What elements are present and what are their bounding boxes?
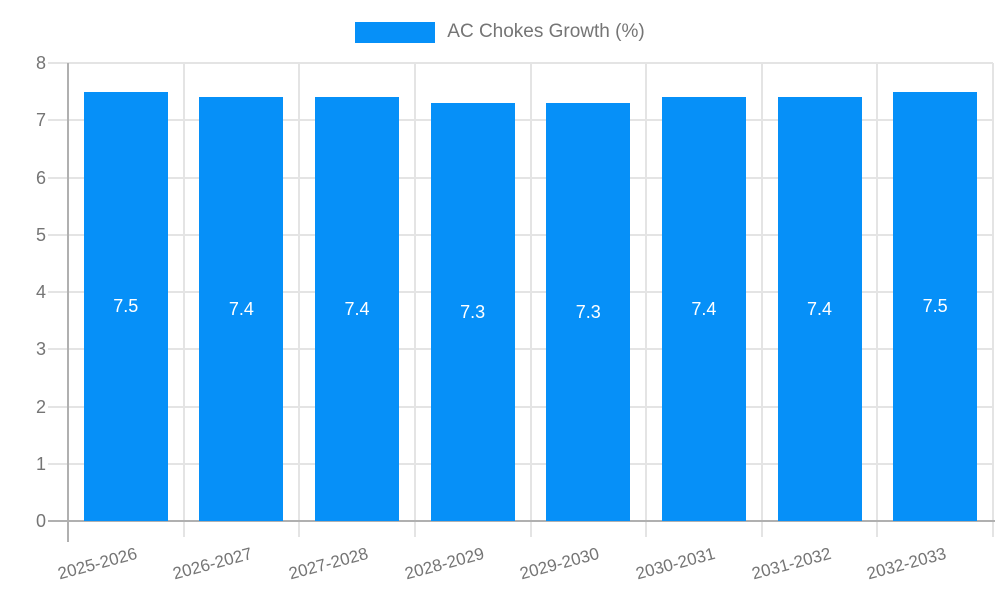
bar[interactable]: 7.3: [546, 103, 631, 521]
y-gridline: [48, 119, 993, 122]
bar-value-label: 7.4: [807, 298, 833, 319]
x-axis-tick-label: 2032-2033: [864, 543, 949, 584]
x-axis-tick-label: 2027-2028: [286, 543, 371, 584]
bar-value-label: 7.4: [691, 298, 717, 319]
x-gridline: [529, 63, 532, 537]
bar[interactable]: 7.4: [315, 97, 400, 521]
x-axis-tick-label: 2031-2032: [749, 543, 833, 584]
bar[interactable]: 7.4: [661, 97, 746, 521]
bar-value-label: 7.4: [344, 298, 370, 319]
y-axis-tick-label: 2: [35, 396, 46, 417]
bar[interactable]: 7.4: [199, 97, 284, 521]
x-gridline: [413, 63, 416, 537]
y-axis-tick-label: 4: [35, 282, 46, 302]
y-axis-tick-label: 0: [35, 511, 46, 531]
bar[interactable]: 7.5: [83, 91, 168, 521]
legend-swatch: [355, 21, 436, 43]
y-axis-line: [67, 63, 69, 542]
x-gridline: [182, 63, 185, 537]
y-gridline: [48, 348, 993, 351]
x-axis-tick-label: 2028-2029: [402, 543, 486, 584]
y-axis-tick-label: 5: [35, 224, 46, 245]
x-axis-tick-label: 2026-2027: [171, 543, 255, 584]
y-axis-tick-label: 6: [35, 167, 46, 188]
x-gridline: [298, 63, 301, 537]
legend-label: AC Chokes Growth (%): [447, 21, 645, 42]
x-gridline: [992, 63, 994, 537]
y-axis-tick-label: 7: [35, 110, 46, 131]
y-axis-tick-label: 1: [35, 453, 46, 474]
bar-value-label: 7.3: [460, 301, 486, 322]
x-gridline: [760, 63, 763, 537]
bar-value-label: 7.5: [922, 295, 948, 316]
x-axis-tick-label: 2029-2030: [518, 543, 602, 584]
y-gridline: [48, 462, 993, 465]
chart-legend-item[interactable]: AC Chokes Growth (%): [0, 21, 1000, 43]
bar-value-label: 7.4: [228, 298, 254, 319]
y-gridline: [48, 405, 993, 408]
y-gridline: [48, 62, 993, 64]
x-gridline: [645, 63, 648, 537]
bar[interactable]: 7.3: [430, 103, 515, 521]
x-axis-line: [48, 520, 995, 522]
y-gridline: [48, 176, 993, 179]
y-axis-tick-label: 3: [35, 339, 46, 360]
y-gridline: [48, 291, 993, 293]
x-gridline: [876, 63, 879, 537]
bar-value-label: 7.3: [575, 301, 601, 322]
x-axis-tick-label: 2025-2026: [55, 543, 139, 584]
x-axis-tick-label: 2030-2031: [633, 543, 718, 584]
bar[interactable]: 7.5: [893, 91, 978, 521]
y-axis-tick-label: 8: [35, 53, 46, 73]
bar[interactable]: 7.4: [777, 97, 862, 521]
bar-value-label: 7.5: [113, 295, 139, 316]
y-gridline: [48, 233, 993, 236]
